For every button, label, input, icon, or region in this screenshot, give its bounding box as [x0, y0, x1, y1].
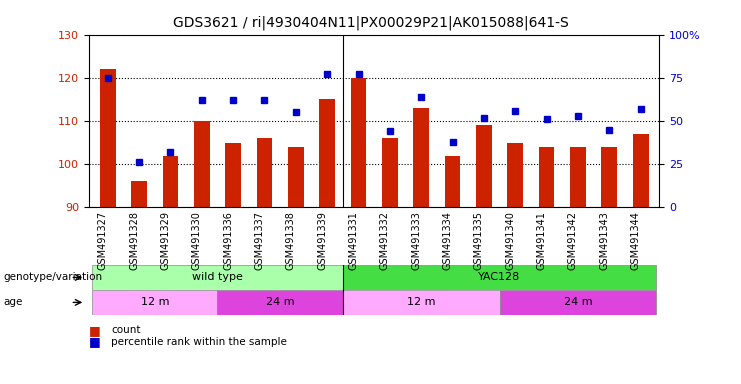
- Text: YAC128: YAC128: [479, 272, 521, 283]
- Bar: [319, 99, 335, 207]
- Text: GSM491338: GSM491338: [286, 211, 296, 270]
- Bar: [602, 147, 617, 207]
- Text: wild type: wild type: [192, 272, 243, 283]
- Text: count: count: [111, 325, 141, 335]
- Bar: [539, 147, 554, 207]
- Bar: [162, 156, 179, 207]
- Text: age: age: [4, 297, 23, 308]
- Text: GSM491342: GSM491342: [568, 211, 578, 270]
- Text: GSM491331: GSM491331: [348, 211, 359, 270]
- Bar: [499, 290, 657, 315]
- Text: 24 m: 24 m: [564, 297, 592, 308]
- Text: GSM491335: GSM491335: [474, 211, 484, 270]
- Text: 24 m: 24 m: [266, 297, 294, 308]
- Text: GSM491329: GSM491329: [161, 211, 170, 270]
- Text: genotype/variation: genotype/variation: [4, 272, 103, 283]
- Text: percentile rank within the sample: percentile rank within the sample: [111, 337, 287, 347]
- Bar: [92, 265, 343, 290]
- Bar: [194, 121, 210, 207]
- Bar: [570, 147, 586, 207]
- Bar: [100, 69, 116, 207]
- Text: GSM491336: GSM491336: [223, 211, 233, 270]
- Text: 12 m: 12 m: [407, 297, 436, 308]
- Text: GSM491328: GSM491328: [129, 211, 139, 270]
- Text: GSM491327: GSM491327: [98, 211, 107, 270]
- Bar: [256, 138, 273, 207]
- Bar: [225, 142, 241, 207]
- Text: GSM491339: GSM491339: [317, 211, 328, 270]
- Bar: [633, 134, 648, 207]
- Text: GSM491340: GSM491340: [505, 211, 515, 270]
- Bar: [445, 156, 460, 207]
- Bar: [131, 182, 147, 207]
- Text: GSM491343: GSM491343: [599, 211, 609, 270]
- Bar: [382, 138, 398, 207]
- Text: GSM491334: GSM491334: [442, 211, 453, 270]
- Text: ■: ■: [89, 324, 101, 337]
- Text: GSM491332: GSM491332: [380, 211, 390, 270]
- Text: GSM491330: GSM491330: [192, 211, 202, 270]
- Text: GSM491337: GSM491337: [254, 211, 265, 270]
- Text: GDS3621 / ri|4930404N11|PX00029P21|AK015088|641-S: GDS3621 / ri|4930404N11|PX00029P21|AK015…: [173, 15, 568, 30]
- Bar: [288, 147, 304, 207]
- Text: ■: ■: [89, 335, 101, 348]
- Bar: [476, 125, 492, 207]
- Text: 12 m: 12 m: [141, 297, 169, 308]
- Bar: [343, 265, 657, 290]
- Bar: [343, 290, 499, 315]
- Text: GSM491341: GSM491341: [536, 211, 547, 270]
- Bar: [350, 78, 366, 207]
- Text: GSM491344: GSM491344: [631, 211, 641, 270]
- Bar: [413, 108, 429, 207]
- Bar: [217, 290, 343, 315]
- Bar: [92, 290, 217, 315]
- Bar: [508, 142, 523, 207]
- Text: GSM491333: GSM491333: [411, 211, 421, 270]
